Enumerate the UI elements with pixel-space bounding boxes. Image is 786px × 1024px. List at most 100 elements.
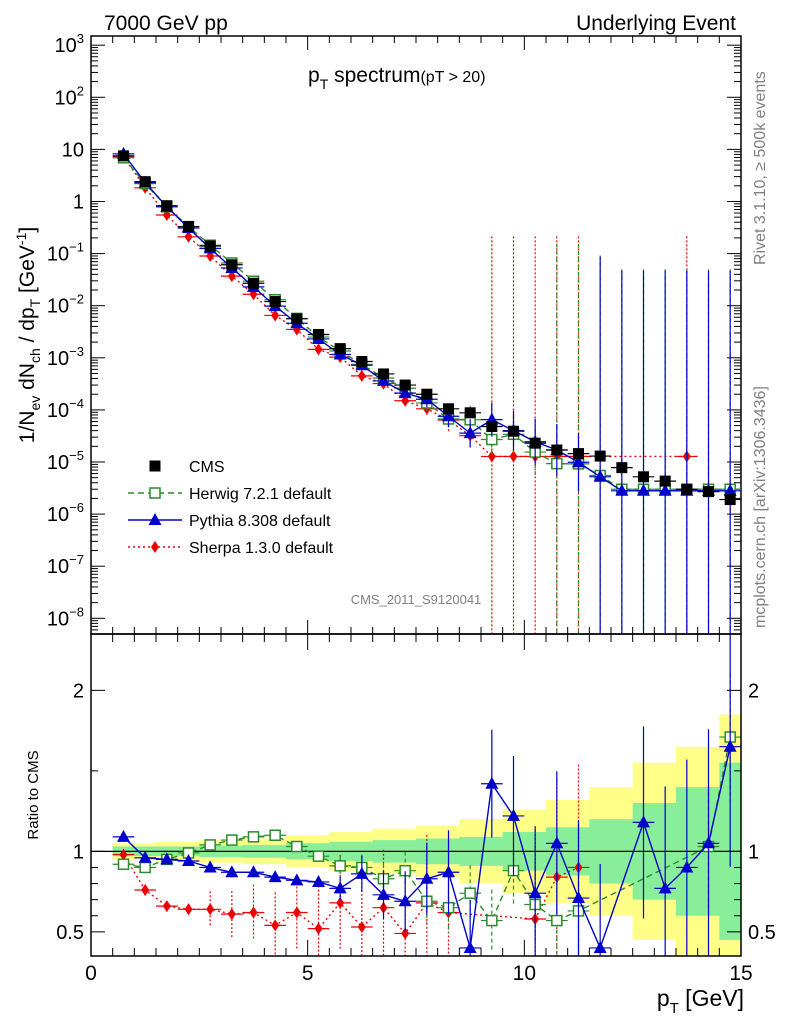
ratio-series-group [112,634,741,956]
upper-line [122,157,731,490]
ratio-marker [401,927,410,940]
ratio-marker [247,865,260,878]
upper-marker [659,475,671,487]
ratio-marker [138,850,152,863]
upper-marker [334,343,346,355]
ratio-marker [206,903,215,916]
y-tick-label: 103 [55,31,84,57]
ratio-marker [271,919,280,932]
legend-marker [149,487,161,499]
ratio-marker [680,860,694,873]
ratio-marker [249,906,258,919]
ratio-marker [398,894,412,907]
upper-marker [357,369,366,382]
upper-marker [681,483,693,495]
ratio-line [123,736,731,922]
ratio-marker [572,891,585,904]
header-analysis: Underlying Event [576,12,736,35]
ratio-marker [119,848,128,861]
upper-marker [183,221,194,233]
y-tick-label: 10−4 [47,396,84,422]
series-cms [112,150,741,506]
upper-marker [204,240,216,252]
legend-label: Pythia 8.308 default [189,513,331,530]
legend-marker [149,460,161,472]
ratio-marker [141,883,150,896]
ratio-marker [593,940,607,953]
ratio-marker [442,865,455,878]
upper-marker [442,409,455,422]
upper-marker [271,309,280,322]
y-tick-label: 1 [73,191,84,213]
rivet-label: Rivet 3.1.10, ≥ 500k events [752,71,769,265]
upper-marker [313,328,324,340]
ratio-marker [357,921,366,934]
upper-marker [356,355,368,367]
ratio-y-axis-label: Ratio to CMS [25,750,42,839]
ratio-marker [658,881,672,894]
ratio-marker [225,865,239,878]
y-tick-label: 10−2 [47,292,84,318]
upper-marker [529,437,541,449]
y-tick-label: 10−3 [47,344,84,370]
upper-marker [398,386,412,399]
upper-marker [269,296,281,308]
upper-marker [487,450,496,463]
upper-marker [378,368,389,380]
ratio-marker [333,881,347,894]
upper-line [122,153,731,492]
upper-marker [638,471,649,483]
ratio-marker [204,839,216,851]
ratio-marker [292,906,301,919]
upper-marker [724,494,736,506]
upper-marker [463,426,477,439]
y-tick-label: 10−1 [47,240,84,266]
ratio-y-tick-label: 2 [73,680,84,702]
upper-marker [399,379,411,391]
watermark: CMS_2011_S9120041 [351,592,482,607]
y-tick-label: 10−6 [47,500,84,526]
upper-marker [464,407,476,419]
ratio-marker [334,860,346,872]
ratio-marker [420,871,434,884]
ratio-marker [377,887,390,900]
ratio-plot: 0.5 0.5 1 1 2 2 0 5 10 15 [56,633,776,985]
ratio-marker [486,914,498,927]
ratio-marker [226,834,238,846]
plot-title: pT spectrum(pT > 20) [308,64,486,92]
ratio-marker [550,836,564,849]
y-tick-label: 10−5 [47,448,84,474]
x-tick-label: 0 [85,962,97,985]
upper-marker [139,176,151,188]
ratio-marker [184,903,193,916]
upper-marker [593,469,607,482]
upper-marker [616,462,628,474]
y-tick-label: 10−7 [47,552,84,578]
upper-marker [291,313,303,325]
upper-marker [594,450,606,462]
ratio-line [123,746,731,950]
upper-marker [248,277,259,289]
upper-marker [377,373,390,386]
ratio-marker [312,850,325,862]
ratio-marker [269,829,281,841]
ratio-marker [247,831,260,843]
ratio-marker [551,914,563,927]
upper-marker [486,421,498,433]
upper-marker [551,444,563,456]
legend-marker [151,541,159,553]
ratio-marker [291,840,303,853]
upper-line [122,156,687,458]
ratio-marker [117,858,130,870]
upper-marker [161,200,173,212]
legend: CMS Herwig 7.2.1 default Pythia 8.308 defa… [128,459,334,557]
legend-marker [148,513,162,525]
ratio-marker [336,896,345,909]
ratio-marker [139,861,151,874]
upper-marker [508,425,519,437]
upper-marker [637,483,650,496]
x-tick-label: 10 [513,962,536,985]
upper-marker [443,403,454,415]
upper-marker [703,486,714,498]
